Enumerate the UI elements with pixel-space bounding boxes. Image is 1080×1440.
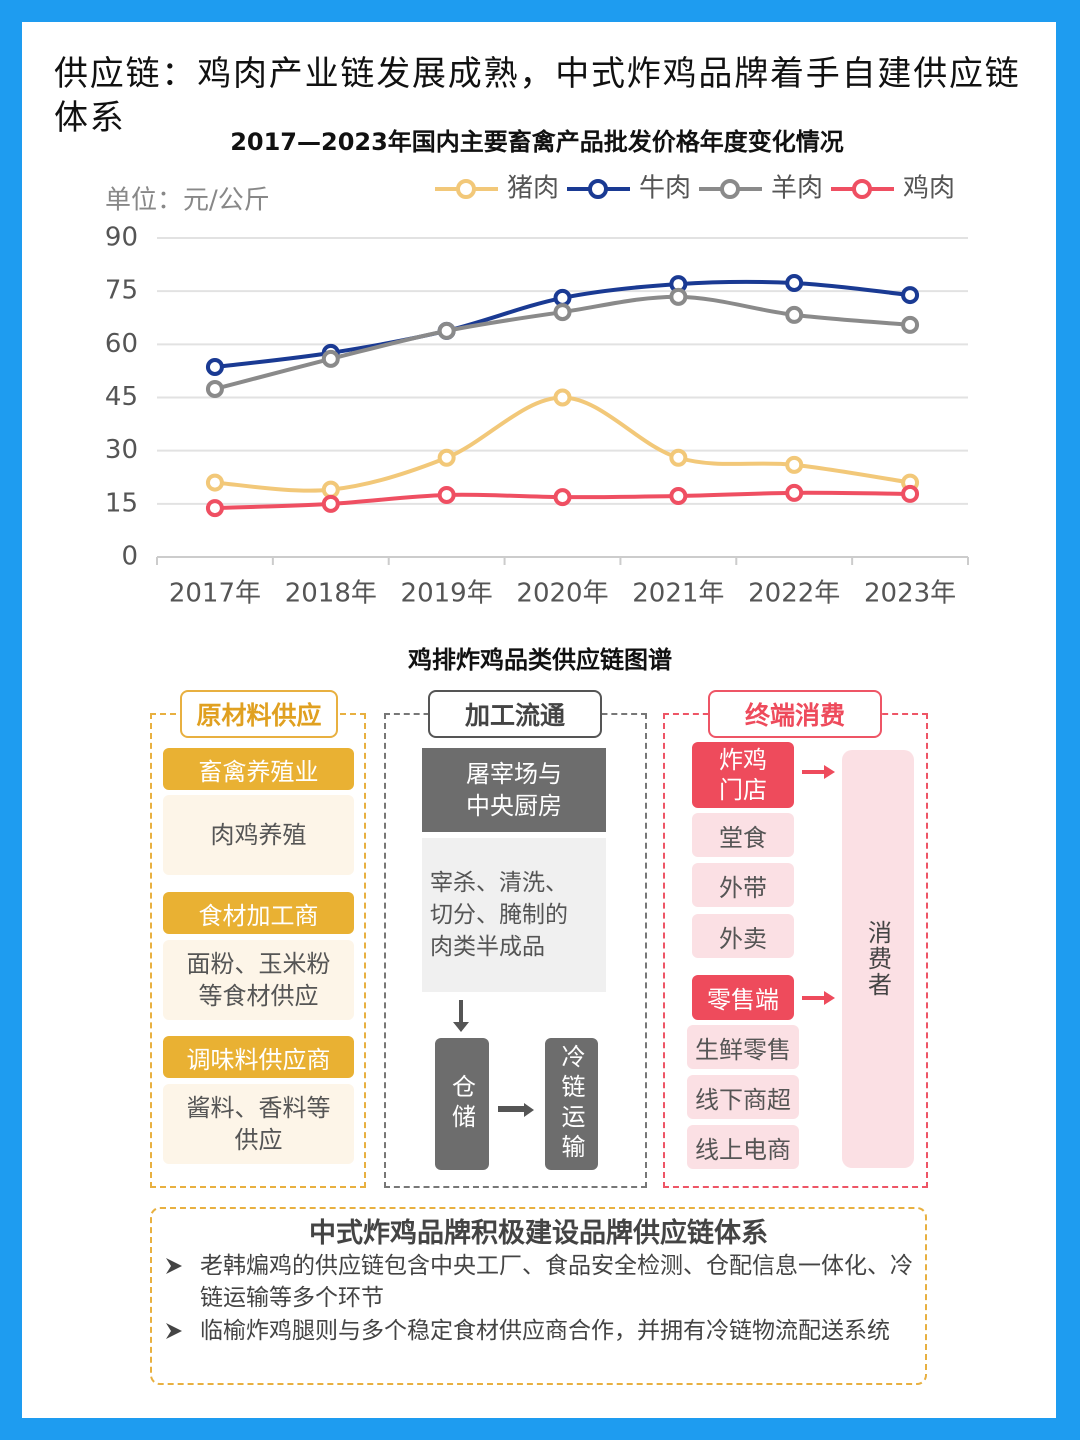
bullet: [166, 1258, 182, 1274]
arrow: [802, 991, 835, 1005]
bullet: [166, 1323, 182, 1339]
point: [437, 485, 456, 504]
point: [437, 448, 456, 467]
diagram-title: 鸡排炸鸡品类供应链图谱: [408, 645, 672, 674]
summary-frame: [150, 1207, 927, 1385]
group-label: 畜禽养殖业: [163, 748, 354, 790]
group-detail: 酱料、香料等 供应: [163, 1084, 354, 1164]
legend-marker: [456, 179, 476, 199]
summary-bullet: 老韩煸鸡的供应链包含中央工厂、食品安全检测、仓配信息一体化、冷链运输等多个环节: [200, 1253, 913, 1311]
store-item: 堂食: [692, 813, 794, 857]
point: [321, 349, 340, 368]
point: [553, 388, 572, 407]
y-tick-label: 0: [121, 542, 138, 572]
legend-label: 猪肉: [507, 174, 559, 204]
process-header: 加工流通: [428, 690, 602, 738]
point: [553, 488, 572, 507]
legend-label: 鸡肉: [903, 174, 955, 204]
point: [785, 305, 804, 324]
point: [205, 473, 224, 492]
summary-title: 中式炸鸡品牌积极建设品牌供应链体系: [309, 1217, 768, 1249]
chart-title: 2017—2023年国内主要畜禽产品批发价格年度变化情况: [230, 128, 844, 156]
y-tick-label: 30: [105, 435, 138, 465]
point: [901, 315, 920, 334]
point: [553, 288, 572, 307]
group-detail: 肉鸡养殖: [163, 795, 354, 875]
legend-label: 羊肉: [771, 174, 823, 204]
group-label: 食材加工商: [163, 892, 354, 934]
arrow: [498, 1103, 534, 1117]
store-item: 外卖: [692, 914, 794, 958]
x-tick-label: 2018年: [285, 579, 377, 609]
consumer-header: 终端消费: [708, 690, 882, 738]
point: [205, 379, 224, 398]
retail-item: 线上电商: [687, 1125, 799, 1169]
point: [205, 358, 224, 377]
point: [669, 487, 688, 506]
retail: 零售端: [692, 975, 794, 1020]
legend-label: 牛肉: [639, 174, 691, 204]
y-tick-label: 45: [105, 382, 138, 412]
chart: 2017—2023年国内主要畜禽产品批发价格年度变化情况 单位：元/公斤 0 15…: [105, 128, 969, 609]
point: [785, 483, 804, 502]
point: [321, 494, 340, 513]
point: [669, 448, 688, 467]
store-item: 外带: [692, 863, 794, 907]
consumer-end: 消费者: [842, 750, 914, 1168]
legend-marker: [852, 179, 872, 199]
transport: 冷链运输: [545, 1038, 598, 1170]
arrow: [802, 765, 835, 779]
point: [785, 274, 804, 293]
point: [901, 286, 920, 305]
point: [321, 480, 340, 499]
page-title: 供应链：鸡肉产业链发展成熟，中式炸鸡品牌着手自建供应链体系: [54, 54, 1021, 138]
process-detail: 宰杀、清洗、 切分、腌制的 肉类半成品: [422, 838, 606, 992]
unit-label: 单位：元/公斤: [105, 186, 270, 216]
retail-item: 生鲜零售: [687, 1025, 799, 1069]
legend-marker: [588, 179, 608, 199]
x-tick-label: 2022年: [748, 579, 840, 609]
point: [901, 484, 920, 503]
legend-marker: [720, 179, 740, 199]
x-tick-label: 2017年: [169, 579, 261, 609]
retail-item: 线下商超: [687, 1075, 799, 1119]
group-label: 调味料供应商: [163, 1036, 354, 1078]
y-tick-label: 60: [105, 329, 138, 359]
process-node: 屠宰场与 中央厨房: [422, 748, 606, 832]
line: [214, 395, 911, 493]
y-tick-label: 90: [105, 223, 138, 253]
y-tick-label: 75: [105, 276, 138, 306]
store: 炸鸡 门店: [692, 742, 794, 808]
point: [669, 287, 688, 306]
x-tick-label: 2023年: [864, 579, 956, 609]
x-tick-label: 2020年: [516, 579, 608, 609]
point: [785, 455, 804, 474]
raw-header: 原材料供应: [180, 690, 338, 738]
point: [437, 321, 456, 340]
summary-bullet: 临榆炸鸡腿则与多个稳定食材供应商合作，并拥有冷链物流配送系统: [200, 1318, 890, 1344]
x-tick-label: 2021年: [632, 579, 724, 609]
point: [205, 499, 224, 518]
group-detail: 面粉、玉米粉 等食材供应: [163, 940, 354, 1020]
y-tick-label: 15: [105, 488, 138, 518]
point: [553, 303, 572, 322]
storage: 仓储: [435, 1038, 489, 1170]
x-tick-label: 2019年: [401, 579, 493, 609]
